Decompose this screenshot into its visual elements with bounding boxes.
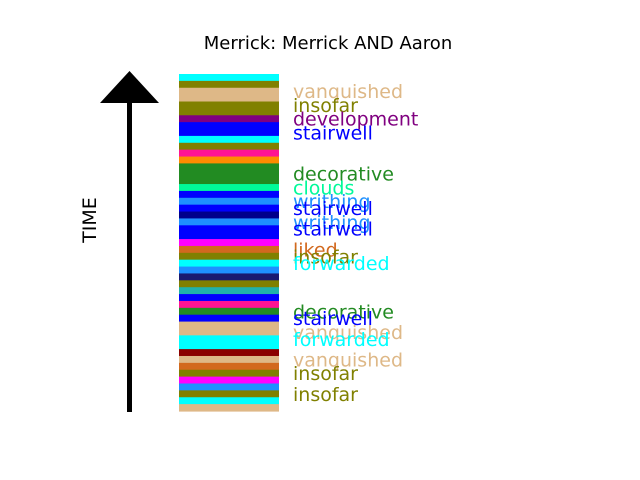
segment-bar: [179, 376, 279, 385]
segment-bar: [179, 239, 279, 247]
segment-label: decorative: [293, 164, 394, 186]
segment-bar: [179, 294, 279, 302]
segment-bar: [179, 190, 279, 199]
segment-bar: [179, 156, 279, 165]
segment-bar: [179, 170, 279, 178]
segment-bar: [179, 259, 279, 268]
segment-bar: [179, 232, 279, 240]
segment-label: writhing: [293, 191, 371, 213]
segment-bar: [179, 328, 279, 336]
segment-label: insofar: [293, 95, 358, 117]
segment-bar: [179, 397, 279, 405]
segment-bars: [179, 74, 279, 412]
segment-bar: [179, 122, 279, 130]
segment-bar: [179, 362, 279, 371]
segment-bar: [179, 135, 279, 144]
segment-bar: [179, 197, 279, 206]
segment-bar: [179, 211, 279, 220]
segment-bar: [179, 287, 279, 295]
segment-label: vanquished: [293, 81, 403, 103]
segment-bar: [179, 142, 279, 151]
segment-bar: [179, 177, 279, 185]
segment-bar: [179, 101, 279, 109]
segment-bar: [179, 87, 279, 96]
segment-label: vanquished: [293, 322, 403, 344]
time-arrow-head: [100, 71, 159, 103]
segment-bar: [179, 321, 279, 330]
segment-bar: [179, 163, 279, 171]
segment-bar: [179, 74, 279, 82]
segment-label: stairwell: [293, 122, 373, 144]
segment-bar: [179, 225, 279, 233]
chart-title: Merrick: Merrick AND Aaron: [204, 33, 452, 54]
segment-bar: [179, 307, 279, 316]
segment-bar: [179, 355, 279, 364]
segment-bar: [179, 115, 279, 123]
segment-bar: [179, 252, 279, 261]
segment-bar: [179, 342, 279, 350]
segment-bar: [179, 149, 279, 158]
segment-label: development: [293, 109, 418, 131]
segment-label: writhing: [293, 212, 371, 234]
segment-bar: [179, 129, 279, 137]
segment-bar: [179, 390, 279, 398]
segment-bar: [179, 314, 279, 323]
segment-label: clouds: [293, 177, 354, 199]
segment-labels: vanquishedinsofardevelopmentstairwelldec…: [293, 81, 418, 406]
segment-label: forwarded: [293, 253, 390, 275]
segment-bar: [179, 218, 279, 226]
segment-label: liked: [293, 239, 338, 261]
segment-bar: [179, 349, 279, 357]
segment-bar: [179, 266, 279, 275]
segment-bar: [179, 335, 279, 343]
segment-bar: [179, 245, 279, 254]
segment-bar: [179, 184, 279, 192]
segment-label: forwarded: [293, 329, 390, 351]
segment-bar: [179, 300, 279, 309]
y-axis-label: TIME: [79, 197, 101, 244]
segment-label: decorative: [293, 301, 394, 323]
segment-label: stairwell: [293, 198, 373, 220]
segment-bar: [179, 108, 279, 116]
segment-bar: [179, 369, 279, 378]
segment-bar: [179, 94, 279, 103]
segment-label: insofar: [293, 363, 358, 385]
segment-bar: [179, 80, 279, 89]
segment-bar: [179, 204, 279, 213]
segment-label: insofar: [293, 384, 358, 406]
segment-label: insofar: [293, 246, 358, 268]
segment-label: stairwell: [293, 219, 373, 241]
segment-bar: [179, 273, 279, 281]
segment-bar: [179, 280, 279, 288]
segment-bar: [179, 404, 279, 412]
segment-bar: [179, 383, 279, 391]
segment-label: stairwell: [293, 308, 373, 330]
segment-label: vanquished: [293, 349, 403, 371]
